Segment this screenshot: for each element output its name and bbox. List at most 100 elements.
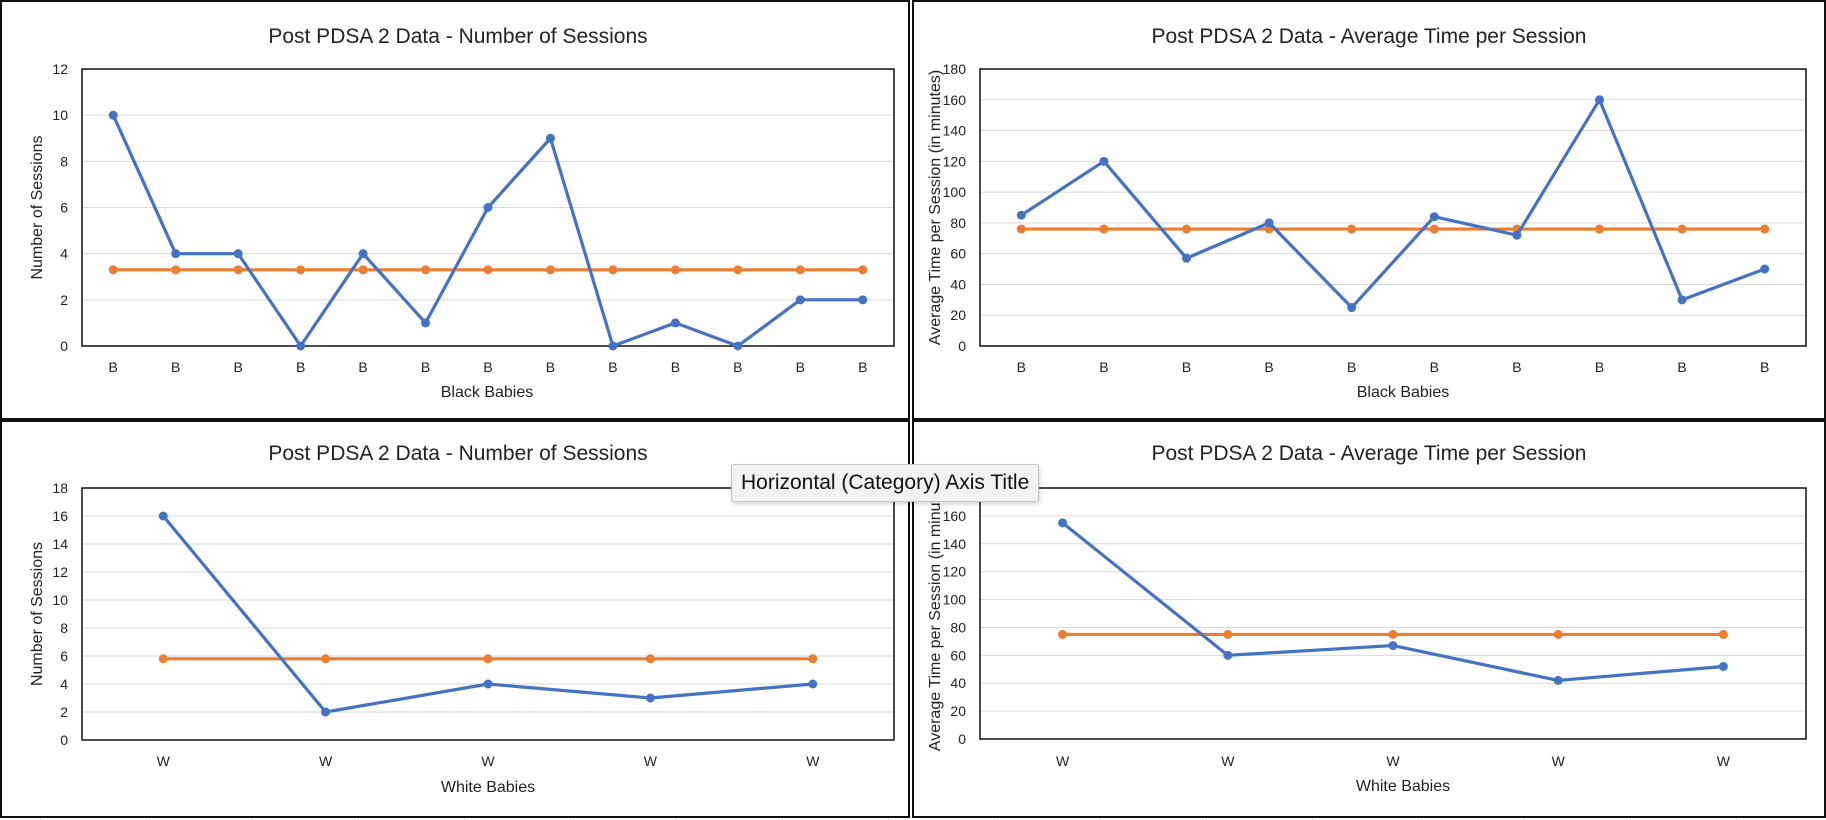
data-point-average — [108, 265, 118, 275]
data-point-actual — [733, 341, 743, 351]
data-point-average — [421, 265, 431, 275]
data-point-actual — [1016, 210, 1026, 220]
data-point-actual — [858, 295, 868, 305]
x-tick-label: B — [109, 359, 118, 375]
data-point-actual — [1595, 95, 1604, 105]
y-tick-label: 100 — [943, 184, 967, 200]
y-axis-title: Average Time per Session (in minutes) — [927, 70, 944, 345]
y-tick-label: 0 — [958, 338, 966, 354]
y-tick-label: 60 — [950, 647, 966, 663]
data-point-average — [858, 265, 868, 275]
data-point-average — [1182, 224, 1191, 234]
y-tick-label: 40 — [950, 675, 966, 691]
y-tick-label: 4 — [60, 246, 68, 262]
data-point-actual — [233, 249, 243, 259]
x-tick-label: W — [806, 753, 820, 769]
chart-svg: 0 2 4 6 8 10 12 14 16 18 W W W W W Post PDSA 2 Data - N… — [29, 442, 895, 796]
data-point-actual — [608, 341, 618, 351]
data-point-actual — [1388, 641, 1398, 651]
chart-black-number-of-sessions[interactable]: 0 2 4 6 8 10 12 B B B B B B B B B B B B B Post PDSA 2 Data -… — [0, 0, 910, 420]
data-point-actual — [1182, 253, 1191, 263]
x-tick-label: B — [1347, 359, 1356, 375]
chart-svg: 0 20 40 60 80 100 120 140 160 180 B B B B B B B B B B Post P… — [927, 25, 1807, 401]
data-point-actual — [321, 707, 331, 717]
y-tick-label: 14 — [52, 536, 68, 552]
y-axis-title: Average Time per Session (in minutes) — [927, 476, 944, 751]
data-point-average — [1223, 629, 1233, 639]
plot-area-frame — [979, 487, 1807, 740]
y-tick-label: 140 — [943, 123, 967, 139]
series-line-actual — [1061, 521, 1724, 683]
y-axis-title: Number of Sessions — [29, 135, 46, 279]
x-tick-label: B — [733, 359, 742, 375]
data-point-actual — [808, 679, 818, 689]
data-point-actual — [358, 249, 368, 259]
data-point-actual — [1264, 218, 1274, 228]
plot-area-frame — [81, 487, 895, 741]
data-point-actual — [1058, 518, 1068, 528]
x-tick-label: B — [1430, 359, 1439, 375]
y-axis-title: Number of Sessions — [29, 542, 46, 686]
x-axis-title: Black Babies — [441, 384, 534, 401]
x-axis-title: White Babies — [1356, 778, 1450, 795]
data-point-average — [171, 265, 181, 275]
data-point-actual — [1099, 156, 1109, 166]
data-point-actual — [545, 133, 555, 143]
y-tick-label: 12 — [52, 61, 68, 77]
y-tick-label: 140 — [943, 536, 967, 552]
x-tick-label: B — [671, 359, 680, 375]
y-tick-label: 60 — [950, 246, 966, 262]
y-tick-label: 0 — [958, 731, 966, 747]
data-point-actual — [1718, 661, 1728, 671]
x-tick-label: B — [858, 359, 867, 375]
x-tick-label: W — [481, 753, 495, 769]
data-point-average — [1553, 629, 1563, 639]
y-tick-label: 40 — [950, 276, 966, 292]
x-tick-label: B — [1017, 359, 1026, 375]
y-tick-label: 80 — [950, 619, 966, 635]
y-tick-label: 2 — [60, 292, 68, 308]
plot-area-frame — [81, 68, 895, 347]
y-tick-label: 0 — [60, 732, 68, 748]
x-tick-label: B — [1264, 359, 1273, 375]
x-tick-label: B — [233, 359, 242, 375]
x-tick-label: B — [1760, 359, 1769, 375]
x-tick-label: B — [1182, 359, 1191, 375]
data-point-average — [545, 265, 555, 275]
y-tick-label: 120 — [943, 564, 967, 580]
y-tick-label: 0 — [60, 338, 68, 354]
chart-title: Post PDSA 2 Data - Number of Sessions — [268, 25, 647, 48]
x-tick-label: W — [1717, 753, 1731, 769]
y-tick-label: 16 — [52, 508, 68, 524]
data-point-actual — [1760, 264, 1770, 274]
series-line-actual — [1020, 98, 1766, 310]
x-tick-label: B — [358, 359, 367, 375]
data-point-average — [321, 654, 331, 664]
y-tick-label: 100 — [943, 592, 967, 608]
chart-title: Post PDSA 2 Data - Average Time per Sess… — [1151, 442, 1586, 465]
data-point-actual — [108, 110, 118, 120]
data-point-actual — [483, 203, 493, 212]
series-line-actual — [111, 114, 863, 348]
y-tick-label: 8 — [60, 620, 68, 636]
y-tick-label: 160 — [943, 92, 967, 108]
x-axis-title: White Babies — [441, 779, 535, 796]
x-tick-label: B — [296, 359, 305, 375]
chart-white-average-time[interactable]: 020406080100120140160180WWWWWPost PDSA 2… — [912, 420, 1826, 818]
y-tick-label: 160 — [943, 508, 967, 524]
data-point-average — [1347, 224, 1357, 234]
data-point-average — [645, 654, 655, 664]
y-tick-label: 10 — [52, 107, 68, 123]
x-tick-label: B — [483, 359, 492, 375]
data-point-actual — [421, 318, 431, 328]
chart-black-average-time[interactable]: 0 20 40 60 80 100 120 140 160 180 B B B B B B B B B B Post P… — [912, 0, 1826, 420]
data-point-average — [670, 265, 680, 275]
data-point-actual — [1223, 650, 1233, 660]
data-point-actual — [1429, 212, 1439, 222]
data-point-actual — [1512, 230, 1522, 240]
y-tick-label: 8 — [60, 153, 68, 169]
data-point-average — [1388, 629, 1398, 639]
chart-title: Post PDSA 2 Data - Average Time per Sess… — [1151, 25, 1586, 48]
data-point-average — [296, 265, 306, 275]
data-point-actual — [296, 341, 306, 351]
